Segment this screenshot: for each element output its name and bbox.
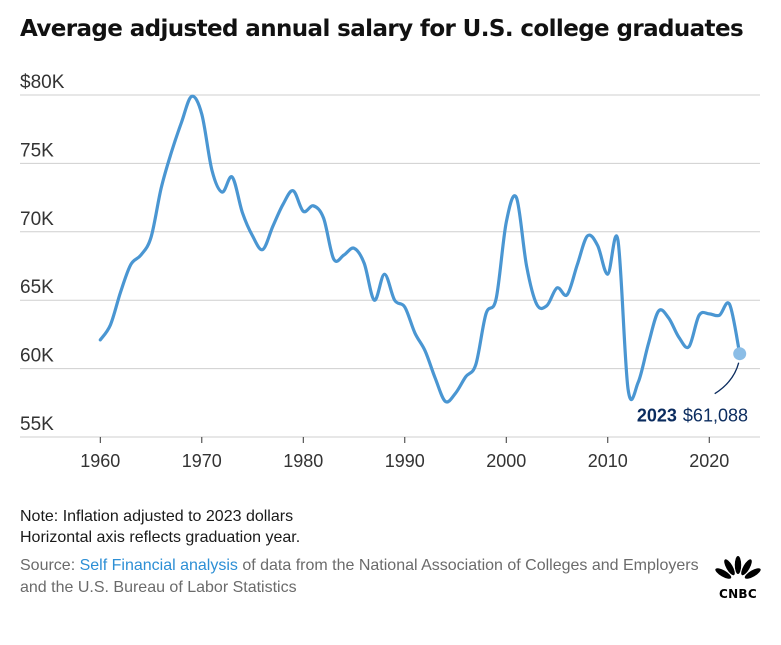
annotation-leader	[714, 362, 740, 395]
x-tick-label: 1970	[182, 451, 222, 471]
annotation-layer: 2023 $61,088	[637, 347, 748, 426]
source-suffix: of data from the National Association of…	[20, 557, 699, 596]
x-tick-label: 1990	[385, 451, 425, 471]
highlight-point	[733, 347, 747, 361]
chart-notes: Note: Inflation adjusted to 2023 dollars…	[20, 506, 300, 548]
x-tick-label: 2010	[588, 451, 628, 471]
annotation-label: 2023 $61,088	[637, 406, 748, 426]
line-chart: 55K 60K 65K 70K 75K $80K 1960 1970 1980 1990 2000…	[20, 72, 760, 471]
x-tick-label: 2000	[486, 451, 526, 471]
note-inflation: Note: Inflation adjusted to 2023 dollars	[20, 508, 294, 525]
logo-text: CNBC	[718, 587, 757, 601]
y-tick-label: 60K	[20, 346, 54, 367]
note-axis: Horizontal axis reflects graduation year…	[20, 529, 301, 546]
series-layer	[98, 94, 742, 404]
y-axis-ticks: 55K 60K 65K 70K 75K $80K	[20, 72, 65, 435]
peacock-icon	[712, 556, 764, 584]
x-tick-label: 1960	[80, 451, 120, 471]
annotation-year: 2023	[637, 406, 677, 426]
source-credit: Source: Self Financial analysis of data …	[20, 555, 720, 599]
source-prefix: Source:	[20, 557, 80, 574]
y-tick-label: 65K	[20, 277, 54, 298]
chart-title: Average adjusted annual salary for U.S. …	[20, 16, 744, 42]
gridlines	[20, 94, 760, 438]
y-tick-label: 55K	[20, 414, 54, 435]
y-tick-label: 70K	[20, 209, 54, 230]
x-axis-ticks: 1960 1970 1980 1990 2000 2010 2020	[80, 437, 729, 471]
salary-line	[98, 94, 742, 404]
x-tick-label: 1980	[283, 451, 323, 471]
y-tick-label: 75K	[20, 140, 54, 161]
x-tick-label: 2020	[689, 451, 729, 471]
annotation-value: $61,088	[683, 406, 748, 426]
cnbc-logo: CNBC	[712, 556, 764, 601]
source-link[interactable]: Self Financial analysis	[79, 557, 238, 574]
y-tick-label: $80K	[20, 72, 65, 93]
